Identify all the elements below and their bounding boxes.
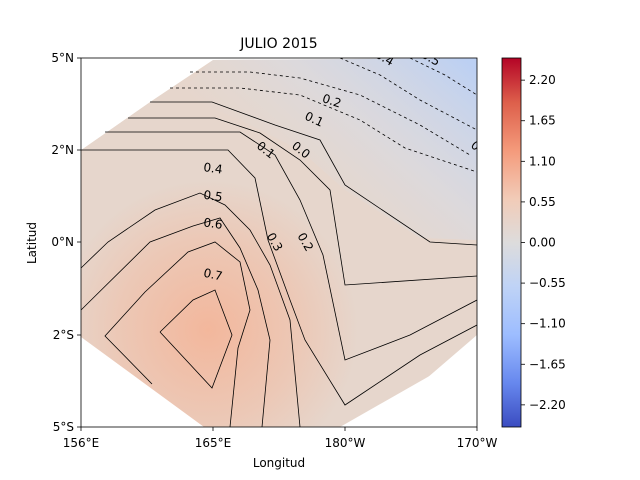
plot-frame — [80, 57, 478, 428]
masked-lower-left — [81, 337, 204, 427]
colorbar-tick-label: 1.10 — [529, 154, 556, 168]
plot-area: 0.70.60.50.40.3 0.20.1 0.00.10.20.4 0.50. — [81, 47, 486, 427]
y-tick-label: 5°S — [53, 420, 74, 434]
contour-label: 0.2 — [321, 91, 343, 110]
x-tick-label: 170°W — [457, 436, 498, 450]
colorbar-tick-label: −1.10 — [529, 317, 566, 331]
y-tick-label: 5°N — [51, 51, 74, 65]
cool-field — [190, 58, 477, 240]
masked-lower-right — [370, 335, 477, 427]
colorbar-ticks: 2.20 1.65 1.10 0.55 0.00 −0.55 −1.10 −1.65 −2.20 — [521, 73, 566, 412]
contour-label: 0.6 — [203, 215, 224, 232]
contour-label: 0.4 — [203, 160, 224, 177]
chart-title: JULIO 2015 — [239, 36, 317, 52]
contour-line — [81, 149, 477, 406]
contour-line — [150, 101, 477, 246]
colorbar — [501, 57, 522, 428]
contour-line — [104, 241, 251, 427]
contour-label-text: 0.2 — [321, 91, 343, 110]
contour-line — [105, 131, 477, 361]
masked-upper-left — [81, 58, 213, 150]
contour-lines — [81, 58, 477, 427]
colorbar-tick-label: 0.55 — [529, 195, 556, 209]
contour-label-text: 0.5 — [419, 47, 443, 69]
x-tick-label: 165°E — [195, 436, 232, 450]
y-tick-label: 2°S — [53, 328, 74, 342]
contour-label-text: 0.4 — [373, 47, 397, 69]
contour-line — [128, 117, 477, 286]
colorbar-tick-label: 0.00 — [529, 236, 556, 250]
colorbar-tick-label: 2.20 — [529, 73, 556, 87]
contour-line — [159, 289, 233, 389]
colorbar-tick-label: −1.65 — [529, 357, 566, 371]
contour-line — [81, 192, 301, 427]
x-axis-label: Longitud — [253, 456, 305, 470]
contour-label-text: 0. — [468, 138, 486, 156]
contour-line — [409, 58, 477, 96]
colorbar-tick-label: 1.65 — [529, 114, 556, 128]
y-axis-ticks: 5°N 2°N 0°N 2°S 5°S — [51, 51, 81, 434]
contour-labels: 0.70.60.50.40.3 0.20.1 0.00.10.20.4 0.50. — [202, 47, 486, 284]
contour-label-text: 0.5 — [203, 188, 224, 205]
y-tick-label: 2°N — [51, 143, 74, 157]
x-tick-label: 156°E — [63, 436, 100, 450]
x-axis-ticks: 156°E 165°E 180°W 170°W — [63, 427, 498, 450]
x-tick-label: 180°W — [325, 436, 366, 450]
contour-line — [81, 217, 271, 427]
contour-label: 0.5 — [419, 47, 443, 69]
contour-label-text: 0.4 — [203, 160, 224, 177]
y-tick-label: 0°N — [51, 235, 74, 249]
colorbar-tick-label: −0.55 — [529, 276, 566, 290]
contour-line — [190, 71, 471, 156]
contour-label: 0. — [468, 138, 486, 156]
contour-label: 0.5 — [203, 188, 224, 205]
y-axis-label: Latitud — [25, 222, 39, 264]
contour-label-text: 0.6 — [203, 215, 224, 232]
contour-line — [170, 87, 477, 173]
contour-label-text: 0.7 — [202, 266, 224, 284]
contour-label: 0.7 — [202, 266, 224, 284]
contour-line — [339, 58, 477, 131]
contour-label: 0.4 — [373, 47, 397, 69]
colorbar-tick-label: −2.20 — [529, 398, 566, 412]
